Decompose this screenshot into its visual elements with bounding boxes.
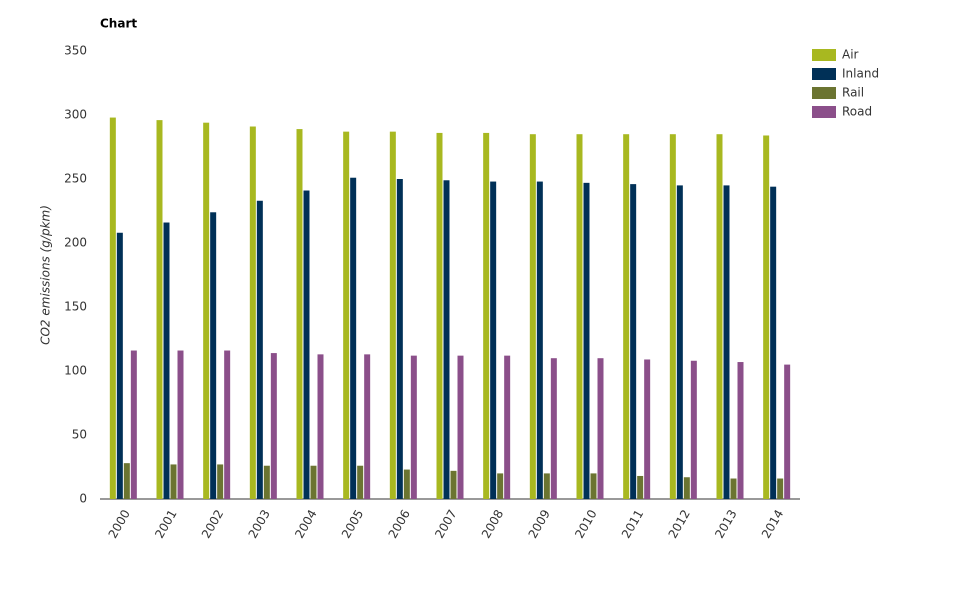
bar	[529, 134, 536, 499]
bar	[583, 182, 590, 499]
bar	[350, 177, 357, 499]
bar	[644, 359, 651, 499]
bar	[443, 180, 450, 499]
x-tick-label: 2001	[152, 507, 179, 540]
bar	[343, 131, 350, 499]
bar	[270, 353, 277, 499]
bar	[669, 134, 676, 499]
x-tick-label: 2010	[572, 507, 599, 540]
bar	[450, 470, 457, 499]
bar	[203, 122, 210, 500]
bar	[576, 134, 583, 499]
legend-swatch	[812, 68, 836, 80]
bar	[490, 181, 497, 499]
x-tick-label: 2004	[292, 507, 319, 540]
bar	[177, 350, 184, 499]
bar	[543, 473, 550, 499]
bar	[777, 478, 784, 499]
y-tick-label: 200	[64, 236, 87, 250]
bar	[763, 135, 770, 500]
bar	[224, 350, 231, 499]
bar	[310, 465, 317, 499]
bar	[536, 181, 543, 499]
bar	[403, 469, 410, 499]
y-tick-label: 50	[72, 428, 87, 442]
bar	[156, 120, 163, 500]
x-tick-label: 2011	[619, 507, 646, 540]
x-tick-label: 2013	[712, 507, 739, 540]
bar	[590, 473, 597, 499]
y-axis-label: CO2 emissions (g/pkm)	[39, 205, 53, 345]
x-tick-label: 2012	[666, 507, 693, 540]
x-tick-label: 2002	[199, 507, 226, 540]
y-tick-label: 0	[79, 492, 87, 506]
x-tick-label: 2005	[339, 507, 366, 540]
bar	[217, 464, 224, 499]
x-tick-label: 2014	[759, 507, 786, 540]
legend-swatch	[812, 49, 836, 61]
bar	[457, 355, 464, 499]
legend-swatch	[812, 106, 836, 118]
bar	[737, 362, 744, 499]
bar	[770, 186, 777, 499]
bar	[623, 134, 630, 499]
bar	[784, 364, 791, 499]
bar	[364, 354, 371, 499]
bar	[483, 132, 490, 500]
bar	[357, 465, 364, 499]
x-tick-label: 2000	[106, 507, 133, 540]
chart-title: Chart	[100, 17, 137, 31]
y-tick-label: 150	[64, 300, 87, 314]
bar	[249, 126, 256, 500]
bar	[497, 473, 504, 499]
bar	[550, 358, 557, 499]
bar	[410, 355, 417, 499]
bar	[263, 465, 270, 499]
bar	[170, 464, 177, 499]
bar	[256, 200, 263, 499]
bar	[123, 463, 130, 499]
y-tick-label: 300	[64, 108, 87, 122]
bar	[723, 185, 730, 499]
bar	[504, 355, 511, 499]
bar	[630, 184, 637, 499]
bar	[683, 477, 690, 499]
x-tick-label: 2006	[386, 507, 413, 540]
bar	[210, 212, 217, 499]
bar	[730, 478, 737, 499]
x-tick-label: 2007	[432, 507, 459, 540]
x-tick-label: 2008	[479, 507, 506, 540]
bar	[116, 232, 123, 499]
bar	[690, 360, 697, 499]
bar	[389, 131, 396, 499]
bar	[676, 185, 683, 499]
bar	[296, 129, 303, 499]
bar	[163, 222, 170, 499]
y-tick-label: 100	[64, 364, 87, 378]
legend-label: Air	[842, 48, 859, 62]
bar	[303, 190, 310, 499]
bar	[317, 354, 324, 499]
legend-label: Inland	[842, 67, 879, 81]
bar	[130, 350, 137, 499]
legend-label: Road	[842, 105, 872, 119]
bar	[396, 179, 403, 499]
bar	[109, 117, 116, 499]
x-tick-label: 2003	[246, 507, 273, 540]
legend-swatch	[812, 87, 836, 99]
bar	[436, 132, 443, 500]
x-tick-label: 2009	[526, 507, 553, 540]
y-tick-label: 350	[64, 44, 87, 58]
y-tick-label: 250	[64, 172, 87, 186]
bar	[637, 475, 644, 499]
legend-label: Rail	[842, 86, 864, 100]
bar	[716, 134, 723, 499]
bar	[597, 358, 604, 499]
